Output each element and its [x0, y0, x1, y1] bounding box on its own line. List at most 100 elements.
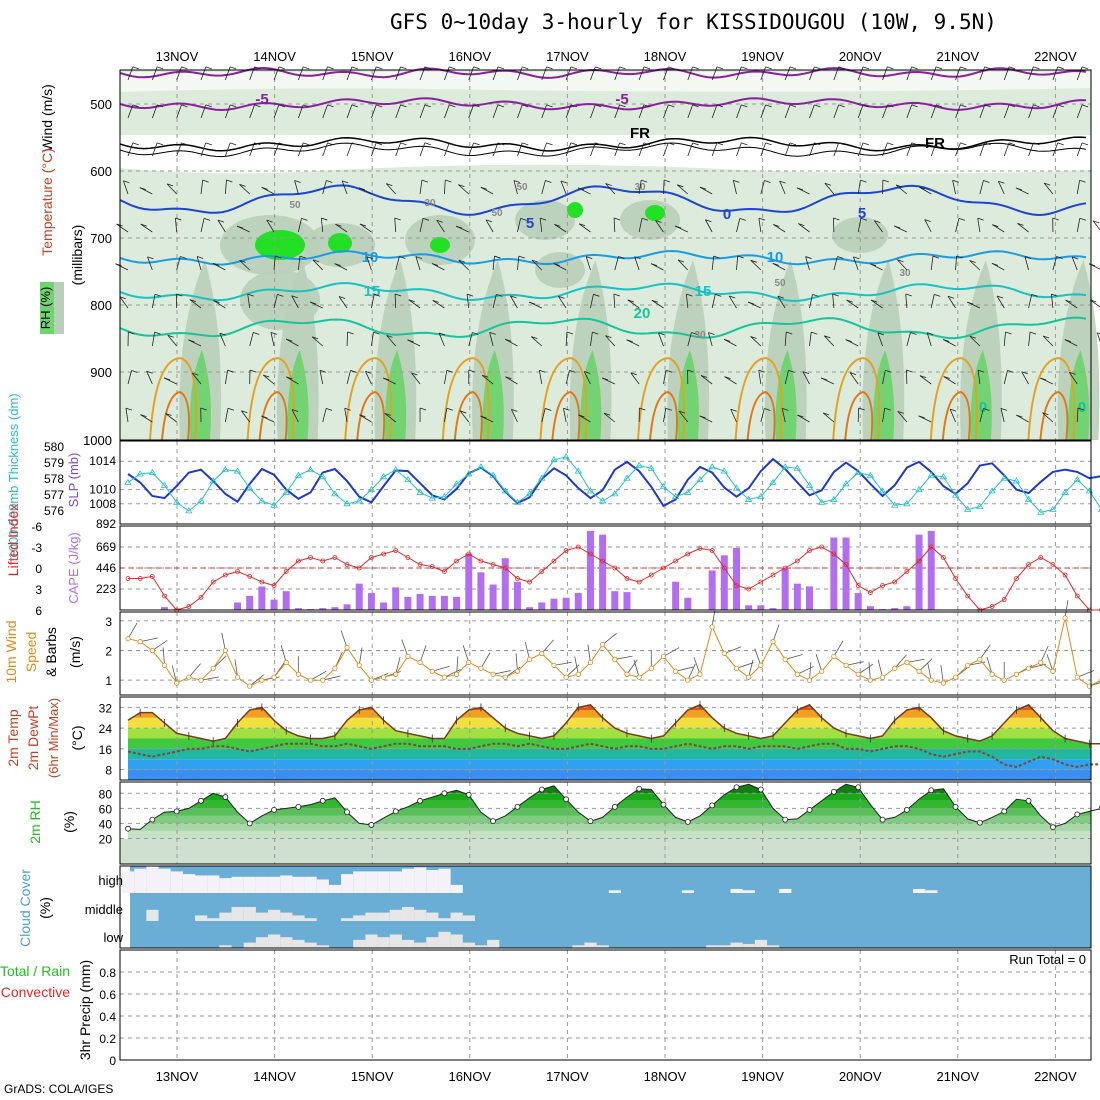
wind-barb	[191, 372, 202, 385]
thickness-point	[270, 501, 278, 508]
wind-barb	[217, 219, 225, 223]
lifted-index-point	[490, 562, 496, 567]
wind-barb	[824, 182, 832, 186]
cloud-bar-middle	[255, 912, 269, 921]
wind-speed-point	[575, 671, 581, 677]
cape-bar	[380, 602, 388, 610]
wind-barb	[708, 332, 715, 335]
cape-bar	[258, 586, 266, 610]
wind-barb	[700, 375, 708, 378]
cape-panel: -6 -3 0 3 6 669 446 223	[31, 520, 1100, 618]
wind-barb	[176, 293, 183, 297]
wind-barb	[200, 142, 207, 157]
cloud-bar-high	[122, 871, 135, 893]
wind-barb	[758, 370, 762, 385]
rh2m-point	[928, 787, 935, 794]
cape-tick-label: 669	[96, 540, 116, 554]
wind-barb	[518, 255, 525, 259]
wind-barb	[263, 374, 270, 378]
rh2m-point	[368, 822, 375, 828]
rh-color-band	[128, 823, 1091, 831]
wind-barb	[270, 332, 275, 347]
lifted-index-point	[454, 558, 459, 564]
wind-barb	[634, 256, 641, 260]
lifted-index-point	[940, 555, 946, 560]
wind-barb	[578, 223, 591, 233]
wind-barb	[960, 142, 967, 146]
date-label-bottom: 17NOV	[546, 1069, 589, 1084]
wind-barb	[882, 370, 886, 385]
temp-color-band	[128, 728, 1091, 739]
wind-barb	[760, 104, 767, 119]
cloud-bar-high	[316, 879, 329, 893]
wind-barb	[592, 331, 599, 335]
cape-bar	[891, 608, 899, 610]
cloud-bar-low	[280, 937, 293, 948]
lifted-index-point	[989, 604, 995, 609]
rh-tick-label: 80	[99, 787, 113, 801]
cape-bar	[599, 534, 607, 610]
thickness-point	[1024, 495, 1033, 502]
wind-barb	[723, 339, 737, 347]
wind-barb	[687, 332, 692, 347]
cloud-bar-low	[487, 939, 500, 948]
cape-bar	[623, 592, 631, 610]
cloud-bar-middle	[243, 907, 256, 921]
wind-barb	[849, 372, 857, 375]
wind-barb	[1071, 256, 1078, 271]
thickness-point	[988, 487, 996, 494]
contour-label: 50	[516, 182, 528, 193]
wind-barb	[663, 408, 667, 423]
wind-barb	[212, 263, 220, 266]
cloud-bar-low	[377, 937, 390, 948]
wind-barb	[139, 187, 146, 191]
rh2m-point	[733, 784, 740, 791]
wind-barb	[977, 369, 985, 373]
wind-barb	[930, 66, 937, 81]
wind-barb	[947, 295, 955, 299]
wind-barb	[254, 104, 261, 108]
wind-barb	[449, 66, 456, 70]
wind-barb	[205, 66, 212, 70]
wind-barb	[419, 407, 427, 411]
wind-barb	[407, 339, 414, 343]
wind-barb	[386, 335, 397, 347]
wind-barb	[326, 180, 333, 183]
wind-barb	[823, 412, 830, 416]
cape-bar	[720, 555, 728, 610]
wind-barb	[998, 181, 1005, 195]
wind-barb	[955, 256, 957, 271]
wind-barb	[270, 331, 278, 335]
wind-barb	[574, 656, 579, 675]
thickness-point	[1049, 505, 1057, 512]
wind-barb	[539, 369, 546, 373]
wind-barb	[563, 408, 567, 423]
wind-barb	[877, 659, 883, 678]
contour-label: -5	[615, 91, 628, 108]
wind-barb	[1028, 104, 1034, 119]
rh2m-point	[684, 819, 691, 825]
cape-bar	[757, 605, 765, 610]
wind-barb	[716, 104, 724, 108]
wind-barb	[200, 180, 204, 195]
wind-barb	[424, 142, 431, 146]
wind-speed-point	[332, 665, 338, 671]
rh2m-point	[538, 786, 545, 793]
lifted-index-point	[1026, 562, 1031, 567]
cloud-bar-middle	[341, 918, 354, 921]
rh2m-point	[709, 802, 716, 809]
wind-barb	[663, 66, 669, 81]
wind-barb	[887, 104, 894, 108]
wind-barb	[627, 299, 640, 309]
cloud-bar-middle	[438, 918, 451, 921]
wind-barb	[764, 180, 771, 183]
thickness-point	[696, 475, 704, 483]
wind-barb	[956, 255, 963, 259]
wind-speed-point	[770, 639, 776, 645]
rh-color-band	[128, 815, 1091, 824]
lifted-index-point	[539, 569, 545, 574]
wind-barb	[485, 219, 493, 223]
rh2m-point	[806, 806, 813, 813]
wind-speed-point	[368, 677, 374, 683]
wind-barb	[219, 332, 226, 336]
